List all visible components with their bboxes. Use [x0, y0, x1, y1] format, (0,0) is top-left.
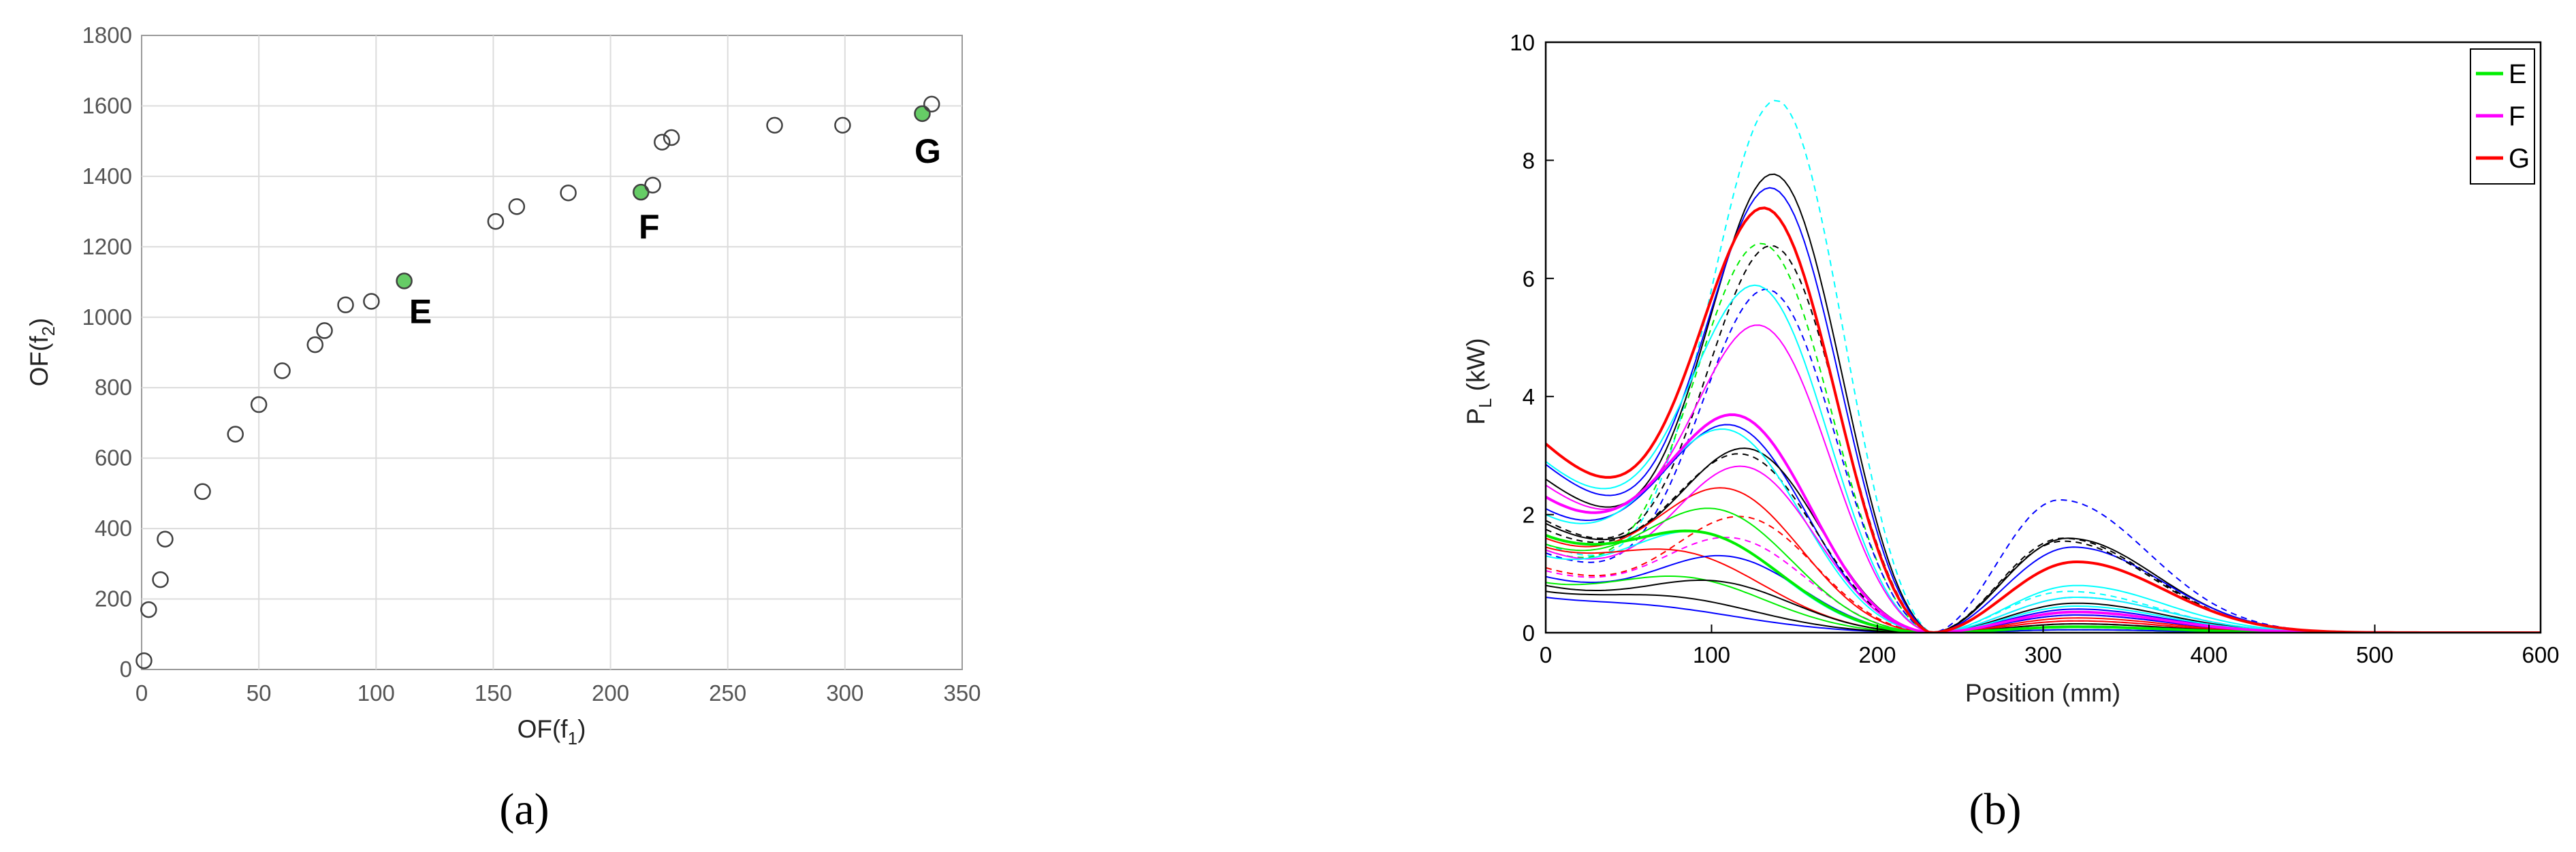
legend-label-f: F: [2509, 101, 2525, 131]
y-tick-label: 400: [95, 516, 132, 541]
x-tick-label: 300: [2024, 642, 2062, 667]
profile-line: [1546, 288, 2541, 633]
x-tick-label: 500: [2356, 642, 2394, 667]
x-tick-label: 150: [475, 680, 512, 706]
panel-b-legend: EFG: [2470, 48, 2535, 185]
data-point: [306, 336, 324, 353]
x-tick-label: 350: [943, 680, 981, 706]
legend-label-e: E: [2509, 59, 2527, 89]
data-point: [194, 483, 211, 501]
panel-b-line-chart: 0 100 200 300 400 500 600 0 2 4 6 8 10 EFG Position …: [1462, 30, 2560, 834]
panel-a-annotations: E F G: [409, 132, 941, 331]
data-point: [654, 133, 671, 151]
x-tick-label: 200: [1858, 642, 1896, 667]
panel-b-x-axis-label: Position (mm): [1965, 679, 2120, 707]
y-tick-label: 1200: [82, 234, 132, 259]
panel-a-y-axis-label: OF(f2): [25, 318, 59, 387]
profile-line: [1546, 242, 2541, 633]
series-f-line: [1546, 413, 2541, 633]
panel-a-ticks: 0 50 100 150 200 250 300 350 0 200 400 600 800 1000 12…: [82, 22, 981, 706]
panel-b-y-axis-label: PL (kW): [1462, 338, 1495, 425]
y-tick-label: 8: [1523, 148, 1535, 173]
data-point: [363, 293, 380, 310]
y-tick-label: 0: [1523, 620, 1535, 646]
panel-a-plot-area: [141, 35, 963, 670]
data-point: [663, 129, 680, 146]
y-tick-label: 1600: [82, 93, 132, 118]
profile-line: [1546, 516, 2541, 633]
profile-line: [1546, 537, 2541, 633]
point-label-g: G: [915, 132, 941, 170]
panel-b-caption: (b): [1969, 785, 2022, 834]
data-point: [274, 362, 291, 379]
data-point: [136, 652, 153, 669]
y-tick-label: 0: [120, 657, 132, 682]
data-point: [316, 322, 333, 339]
x-tick-label: 100: [1693, 642, 1730, 667]
highlighted-point: [914, 105, 931, 123]
data-point: [157, 531, 174, 548]
data-point: [560, 184, 577, 202]
x-tick-label: 100: [357, 680, 395, 706]
x-tick-label: 400: [2190, 642, 2227, 667]
x-tick-label: 200: [592, 680, 629, 706]
data-point: [834, 116, 851, 134]
x-tick-label: 0: [1540, 642, 1552, 667]
data-point: [766, 116, 783, 134]
data-point: [140, 601, 157, 618]
panel-a-points: [136, 95, 940, 669]
y-tick-label: 200: [95, 586, 132, 612]
x-tick-label: 300: [826, 680, 863, 706]
panel-a-caption: (a): [499, 785, 549, 834]
panel-a-x-axis-label: OF(f1): [518, 715, 586, 748]
y-tick-label: 10: [1510, 30, 1535, 55]
data-point: [508, 198, 526, 215]
profile-line: [1546, 554, 2541, 633]
data-point: [250, 396, 268, 413]
data-point: [152, 571, 169, 588]
legend-label-g: G: [2509, 144, 2530, 174]
data-point: [923, 95, 940, 113]
data-point: [227, 426, 244, 443]
profile-line: [1546, 99, 2541, 633]
point-label-e: E: [409, 293, 432, 331]
x-tick-label: 600: [2522, 642, 2559, 667]
data-point: [487, 212, 505, 230]
panel-a-scatter: 0 50 100 150 200 250 300 350 0 200 400 600 800 1000 12…: [25, 22, 981, 834]
panel-b-lines: [1546, 99, 2541, 633]
y-tick-label: 1400: [82, 163, 132, 189]
y-tick-label: 1800: [82, 22, 132, 48]
panel-b-ticks: 0 100 200 300 400 500 600 0 2 4 6 8 10: [1510, 30, 2559, 667]
y-tick-label: 1000: [82, 304, 132, 330]
profile-line: [1546, 447, 2541, 633]
profile-line: [1546, 465, 2541, 633]
profile-line: [1546, 575, 2541, 633]
profile-line: [1546, 173, 2541, 633]
y-tick-label: 6: [1523, 266, 1535, 291]
profile-line: [1546, 187, 2541, 633]
x-tick-label: 250: [709, 680, 746, 706]
x-tick-label: 0: [136, 680, 148, 706]
data-point: [644, 176, 661, 194]
highlighted-point: [396, 272, 413, 289]
x-tick-label: 50: [247, 680, 272, 706]
series-g-line: [1546, 206, 2541, 633]
panel-a-grid: [142, 35, 962, 669]
y-tick-label: 2: [1523, 503, 1535, 528]
point-label-f: F: [639, 208, 660, 246]
data-point: [337, 296, 354, 313]
y-tick-label: 800: [95, 375, 132, 400]
y-tick-label: 4: [1523, 384, 1535, 409]
y-tick-label: 600: [95, 445, 132, 471]
